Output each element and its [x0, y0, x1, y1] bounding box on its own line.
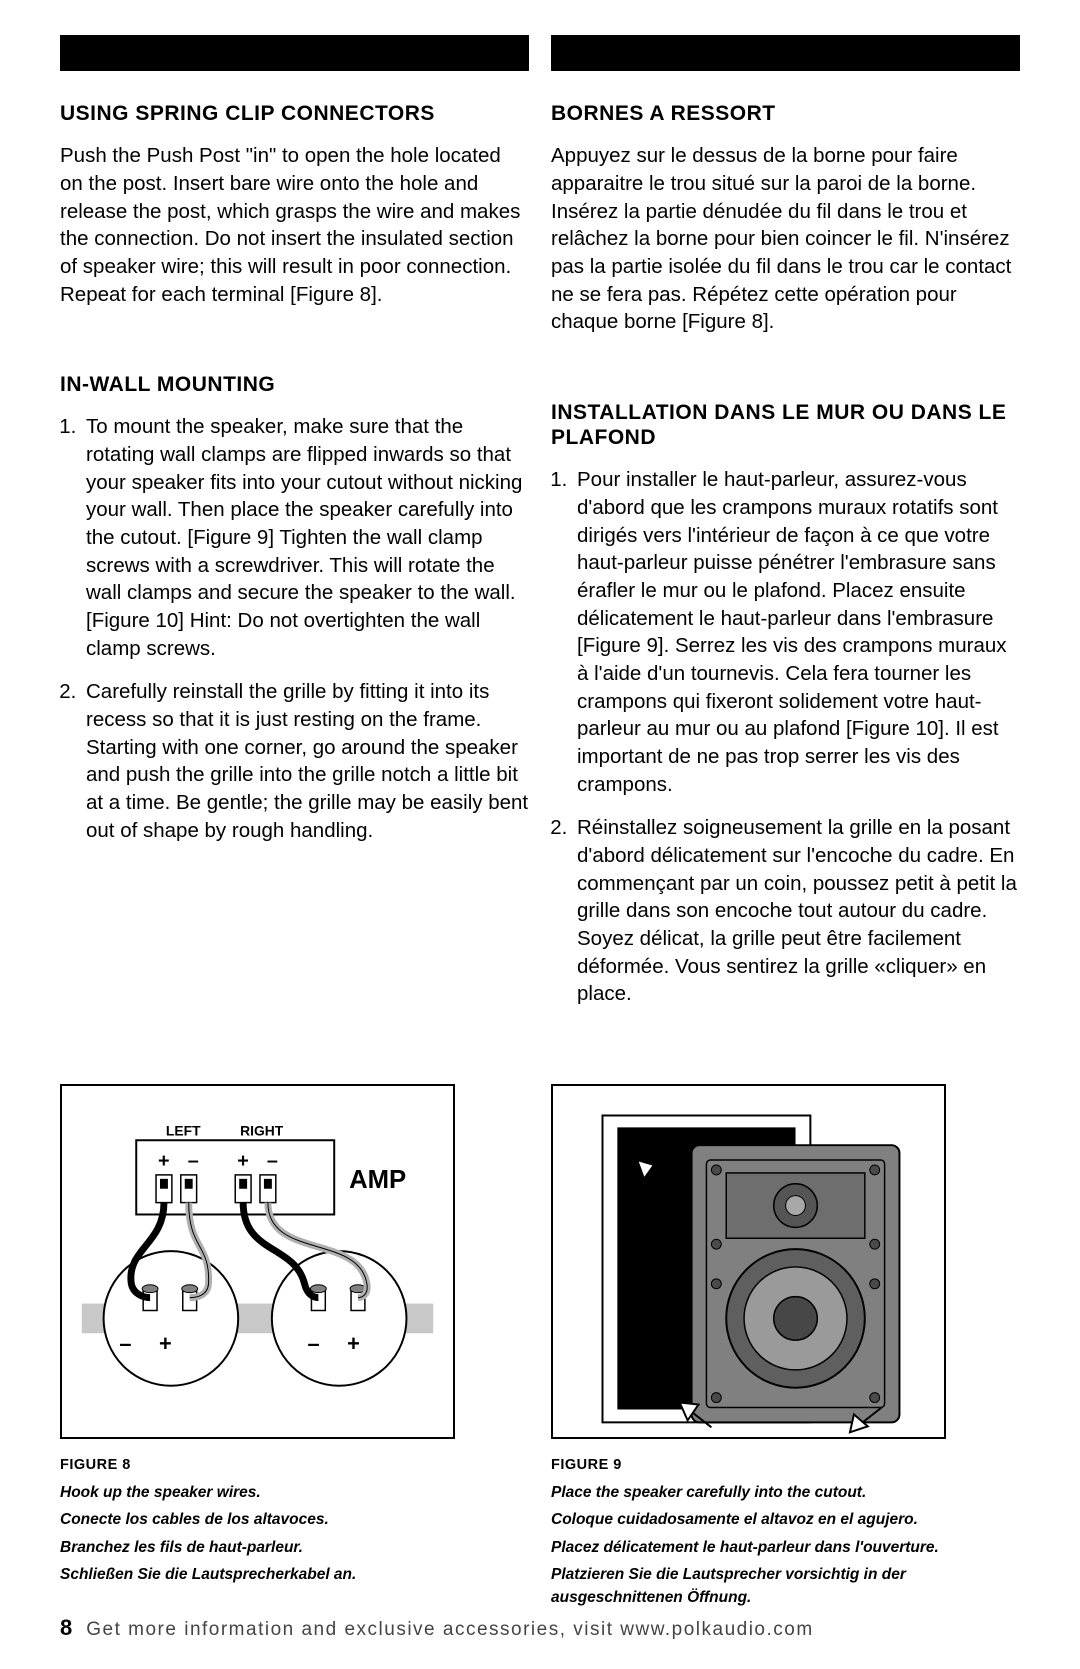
- figure-9-label: FIGURE 9: [551, 1457, 1020, 1473]
- figure-8-svg: LEFT RIGHT AMP + – + –: [62, 1084, 453, 1439]
- fig8-plus: +: [347, 1331, 360, 1356]
- fig8-minus: –: [267, 1150, 278, 1172]
- list-installation: Pour installer le haut-parleur, assurez-…: [551, 466, 1020, 1008]
- figure-9-caption-de: Platzieren Sie die Lautsprecher vorsicht…: [551, 1563, 1020, 1610]
- figure-9-block: FIGURE 9 Place the speaker carefully int…: [551, 1084, 1020, 1613]
- page: USING SPRING CLIP CONNECTORS Push the Pu…: [0, 0, 1080, 1669]
- figure-9-caption-en: Place the speaker carefully into the cut…: [551, 1481, 1020, 1504]
- fig8-amp-label: AMP: [349, 1166, 406, 1194]
- column-french: BORNES A RESSORT Appuyez sur le dessus d…: [551, 101, 1020, 1024]
- figure-8-caption-es: Conecte los cables de los altavoces.: [60, 1508, 529, 1531]
- list-item: Réinstallez soigneusement la grille en l…: [573, 814, 1020, 1008]
- list-inwall: To mount the speaker, make sure that the…: [60, 413, 529, 844]
- paragraph-bornes: Appuyez sur le dessus de la borne pour f…: [551, 142, 1020, 336]
- list-item: Pour installer le haut-parleur, assurez-…: [573, 466, 1020, 798]
- body-columns: USING SPRING CLIP CONNECTORS Push the Pu…: [60, 101, 1020, 1024]
- fig8-plus: +: [158, 1150, 170, 1172]
- header-bar-left: [60, 35, 529, 71]
- heading-bornes: BORNES A RESSORT: [551, 101, 1020, 126]
- paragraph-spring-clip: Push the Push Post "in" to open the hole…: [60, 142, 529, 308]
- figures-row: LEFT RIGHT AMP + – + –: [60, 1084, 1020, 1613]
- figure-8-label: FIGURE 8: [60, 1457, 529, 1473]
- fig8-minus: –: [119, 1331, 131, 1356]
- header-bar-right: [551, 35, 1020, 71]
- fig8-left-label: LEFT: [166, 1122, 201, 1138]
- fig8-plus: +: [237, 1150, 249, 1172]
- fig8-right-label: RIGHT: [240, 1122, 284, 1138]
- fig8-minus: –: [307, 1331, 319, 1356]
- footer-text: Get more information and exclusive acces…: [86, 1619, 813, 1641]
- figure-8-box: LEFT RIGHT AMP + – + –: [60, 1084, 455, 1439]
- header-bar-row: [60, 35, 1020, 71]
- figure-9-box: [551, 1084, 946, 1439]
- figure-8-block: LEFT RIGHT AMP + – + –: [60, 1084, 529, 1613]
- list-item: Carefully reinstall the grille by fittin…: [82, 678, 529, 844]
- heading-installation: INSTALLATION DANS LE MUR OU DANS LE PLAF…: [551, 400, 1020, 450]
- list-item: To mount the speaker, make sure that the…: [82, 413, 529, 662]
- figure-9-caption-fr: Placez délicatement le haut-parleur dans…: [551, 1536, 1020, 1559]
- figure-9-svg: [553, 1084, 944, 1439]
- fig8-plus: +: [159, 1331, 172, 1356]
- figure-8-caption-en: Hook up the speaker wires.: [60, 1481, 529, 1504]
- figure-8-caption-fr: Branchez les fils de haut-parleur.: [60, 1536, 529, 1559]
- heading-inwall: IN-WALL MOUNTING: [60, 372, 529, 397]
- heading-spring-clip: USING SPRING CLIP CONNECTORS: [60, 101, 529, 126]
- figure-8-caption-de: Schließen Sie die Lautsprecherkabel an.: [60, 1563, 529, 1586]
- footer: 8 Get more information and exclusive acc…: [60, 1615, 1020, 1641]
- fig8-minus: –: [188, 1150, 199, 1172]
- column-english: USING SPRING CLIP CONNECTORS Push the Pu…: [60, 101, 529, 1024]
- figure-9-caption-es: Coloque cuidadosamente el altavoz en el …: [551, 1508, 1020, 1531]
- page-number: 8: [60, 1615, 72, 1641]
